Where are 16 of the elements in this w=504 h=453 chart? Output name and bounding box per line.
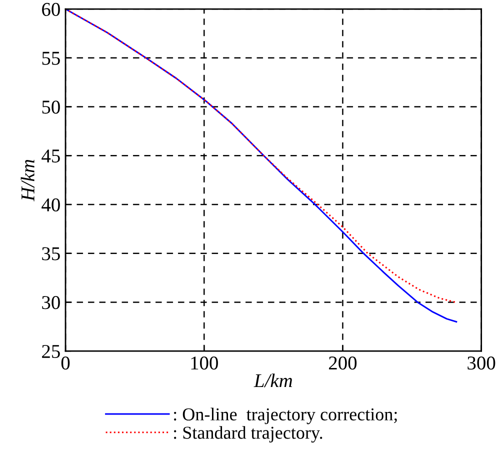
- y-tick-label: 30: [42, 296, 60, 310]
- legend-label: : On-line trajectory correction;: [174, 408, 397, 424]
- x-tick-label: 200: [328, 356, 357, 370]
- x-axis-title: L/km: [254, 374, 292, 388]
- y-tick-label: 25: [42, 344, 60, 358]
- y-tick-label: 40: [42, 198, 60, 212]
- x-tick-label: 0: [61, 356, 70, 370]
- x-tick-label: 100: [191, 356, 218, 370]
- x-tick-label: 300: [468, 356, 496, 370]
- y-tick-label: 35: [42, 247, 60, 260]
- y-tick-label: 60: [42, 2, 60, 16]
- y-tick-label: 50: [42, 100, 60, 114]
- y-tick-label: 55: [42, 52, 60, 65]
- y-tick-label: 45: [42, 150, 60, 163]
- legend-label: : Standard trajectory.: [174, 426, 322, 443]
- y-axis-title: H/km: [20, 160, 34, 202]
